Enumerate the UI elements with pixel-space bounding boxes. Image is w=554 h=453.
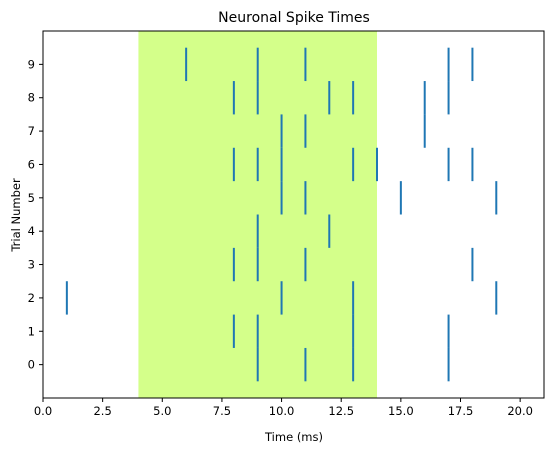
chart-title: Neuronal Spike Times [218,10,370,26]
y-tick-label: 8 [28,91,35,105]
y-axis-label: Trial Number [9,178,23,253]
y-axis-ticks: 0 1 2 3 4 5 6 7 8 9 [28,57,43,372]
x-tick-label: 10.0 [269,404,295,418]
x-tick-label: 15.0 [388,404,414,418]
y-tick-label: 0 [28,358,35,372]
y-tick-label: 7 [28,124,35,138]
x-tick-label: 7.5 [213,404,231,418]
x-tick-label: 20.0 [507,404,533,418]
x-tick-label: 12.5 [328,404,354,418]
y-tick-label: 3 [28,258,35,272]
plot-area [42,30,545,399]
x-tick-label: 2.5 [93,404,111,418]
y-tick-label: 6 [28,157,35,171]
y-tick-label: 9 [28,57,35,71]
x-tick-label: 0.0 [34,404,52,418]
y-tick-label: 5 [28,191,35,205]
x-axis-label: Time (ms) [264,430,323,444]
y-tick-label: 1 [28,324,35,338]
y-tick-label: 2 [28,291,35,305]
x-tick-label: 5.0 [153,404,171,418]
axes-frame [42,30,545,399]
y-tick-label: 4 [28,224,35,238]
x-axis-ticks: 0.0 2.5 5.0 7.5 10.0 12.5 15.0 17.5 20.0 [34,398,533,418]
x-tick-label: 17.5 [448,404,474,418]
